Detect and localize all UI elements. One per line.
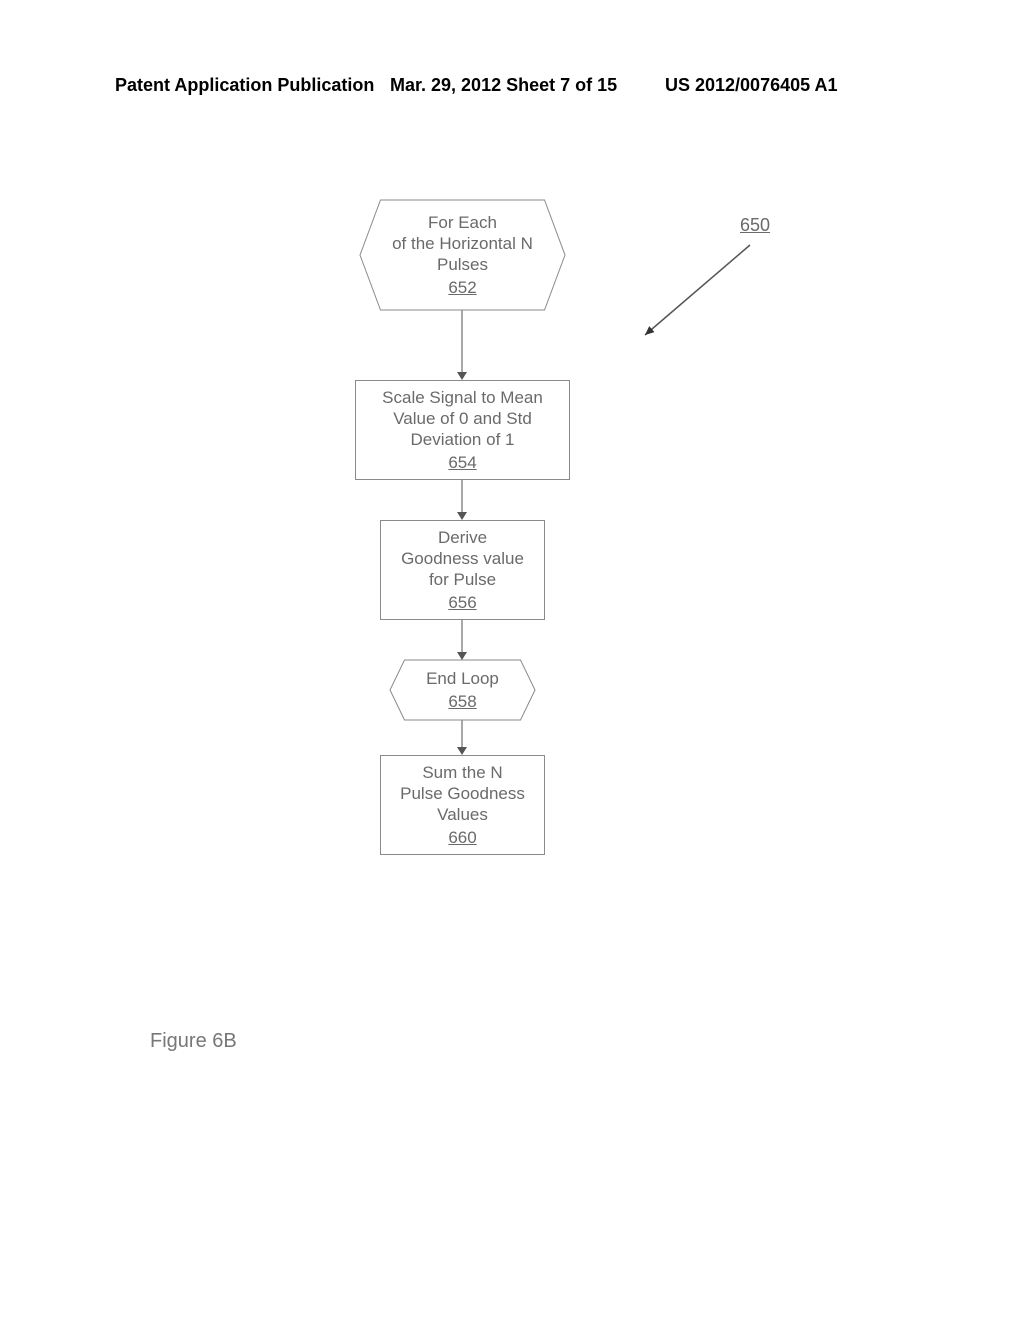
header-mid: Mar. 29, 2012 Sheet 7 of 15 [390, 75, 617, 96]
ref-pointer-label: 650 [740, 215, 770, 236]
flow-node-text-n1: For Eachof the Horizontal NPulses652 [360, 200, 565, 310]
header-left: Patent Application Publication [115, 75, 374, 96]
figure-caption: Figure 6B [150, 1030, 237, 1053]
flow-edge-n1-n2 [456, 310, 468, 380]
flow-edge-n2-n3 [456, 480, 468, 520]
flow-node-n2: Scale Signal to MeanValue of 0 and StdDe… [355, 380, 570, 480]
ref-pointer-arrow [637, 237, 758, 343]
flow-node-n5: Sum the NPulse GoodnessValues660 [380, 755, 545, 855]
flowchart: 650 For Eachof the Horizontal NPulses652… [320, 200, 820, 950]
flow-edge-n3-n4 [456, 620, 468, 660]
flow-node-text-n4: End Loop658 [390, 660, 535, 720]
flow-edge-n4-n5 [456, 720, 468, 755]
flow-node-n3: DeriveGoodness valuefor Pulse656 [380, 520, 545, 620]
header-right: US 2012/0076405 A1 [665, 75, 837, 96]
